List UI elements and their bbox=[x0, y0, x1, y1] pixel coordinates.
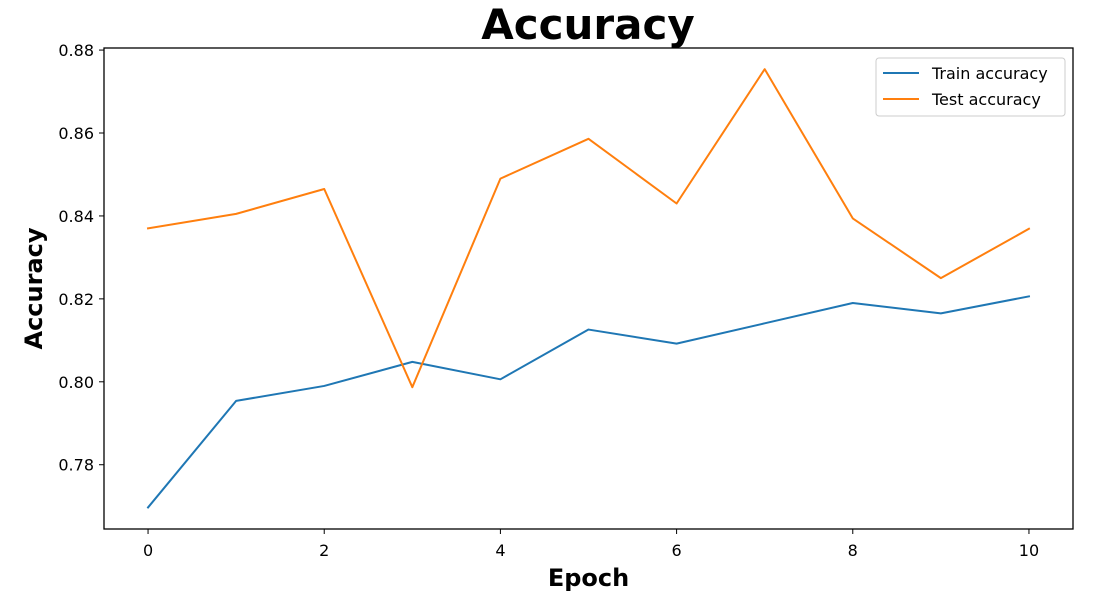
x-axis-label: Epoch bbox=[548, 564, 629, 592]
x-tick-label: 10 bbox=[1019, 541, 1039, 560]
legend-label-train: Train accuracy bbox=[931, 64, 1048, 83]
y-axis-label: Accuracy bbox=[20, 227, 48, 349]
series-line-train bbox=[146, 295, 1031, 509]
y-axis: 0.78 0.80 0.82 0.84 0.86 0.88 bbox=[58, 41, 104, 475]
y-tick-label: 0.82 bbox=[58, 290, 94, 309]
y-tick-label: 0.88 bbox=[58, 41, 94, 60]
chart-title: Accuracy bbox=[481, 0, 695, 49]
plot-frame bbox=[103, 47, 1074, 530]
series-line-test bbox=[146, 68, 1031, 389]
legend-box bbox=[875, 57, 1066, 117]
x-tick-label: 4 bbox=[495, 541, 505, 560]
x-tick-label: 6 bbox=[671, 541, 681, 560]
legend-label-test: Test accuracy bbox=[931, 90, 1041, 109]
x-tick-label: 8 bbox=[848, 541, 858, 560]
y-tick-label: 0.80 bbox=[58, 373, 94, 392]
y-tick-label: 0.78 bbox=[58, 456, 94, 475]
x-tick-label: 2 bbox=[319, 541, 329, 560]
x-axis: 0 2 4 6 8 10 bbox=[143, 529, 1039, 560]
plot-area bbox=[146, 68, 1031, 509]
y-tick-label: 0.84 bbox=[58, 207, 94, 226]
legend: Train accuracy Test accuracy bbox=[875, 57, 1066, 117]
y-tick-label: 0.86 bbox=[58, 124, 94, 143]
x-tick-label: 0 bbox=[143, 541, 153, 560]
